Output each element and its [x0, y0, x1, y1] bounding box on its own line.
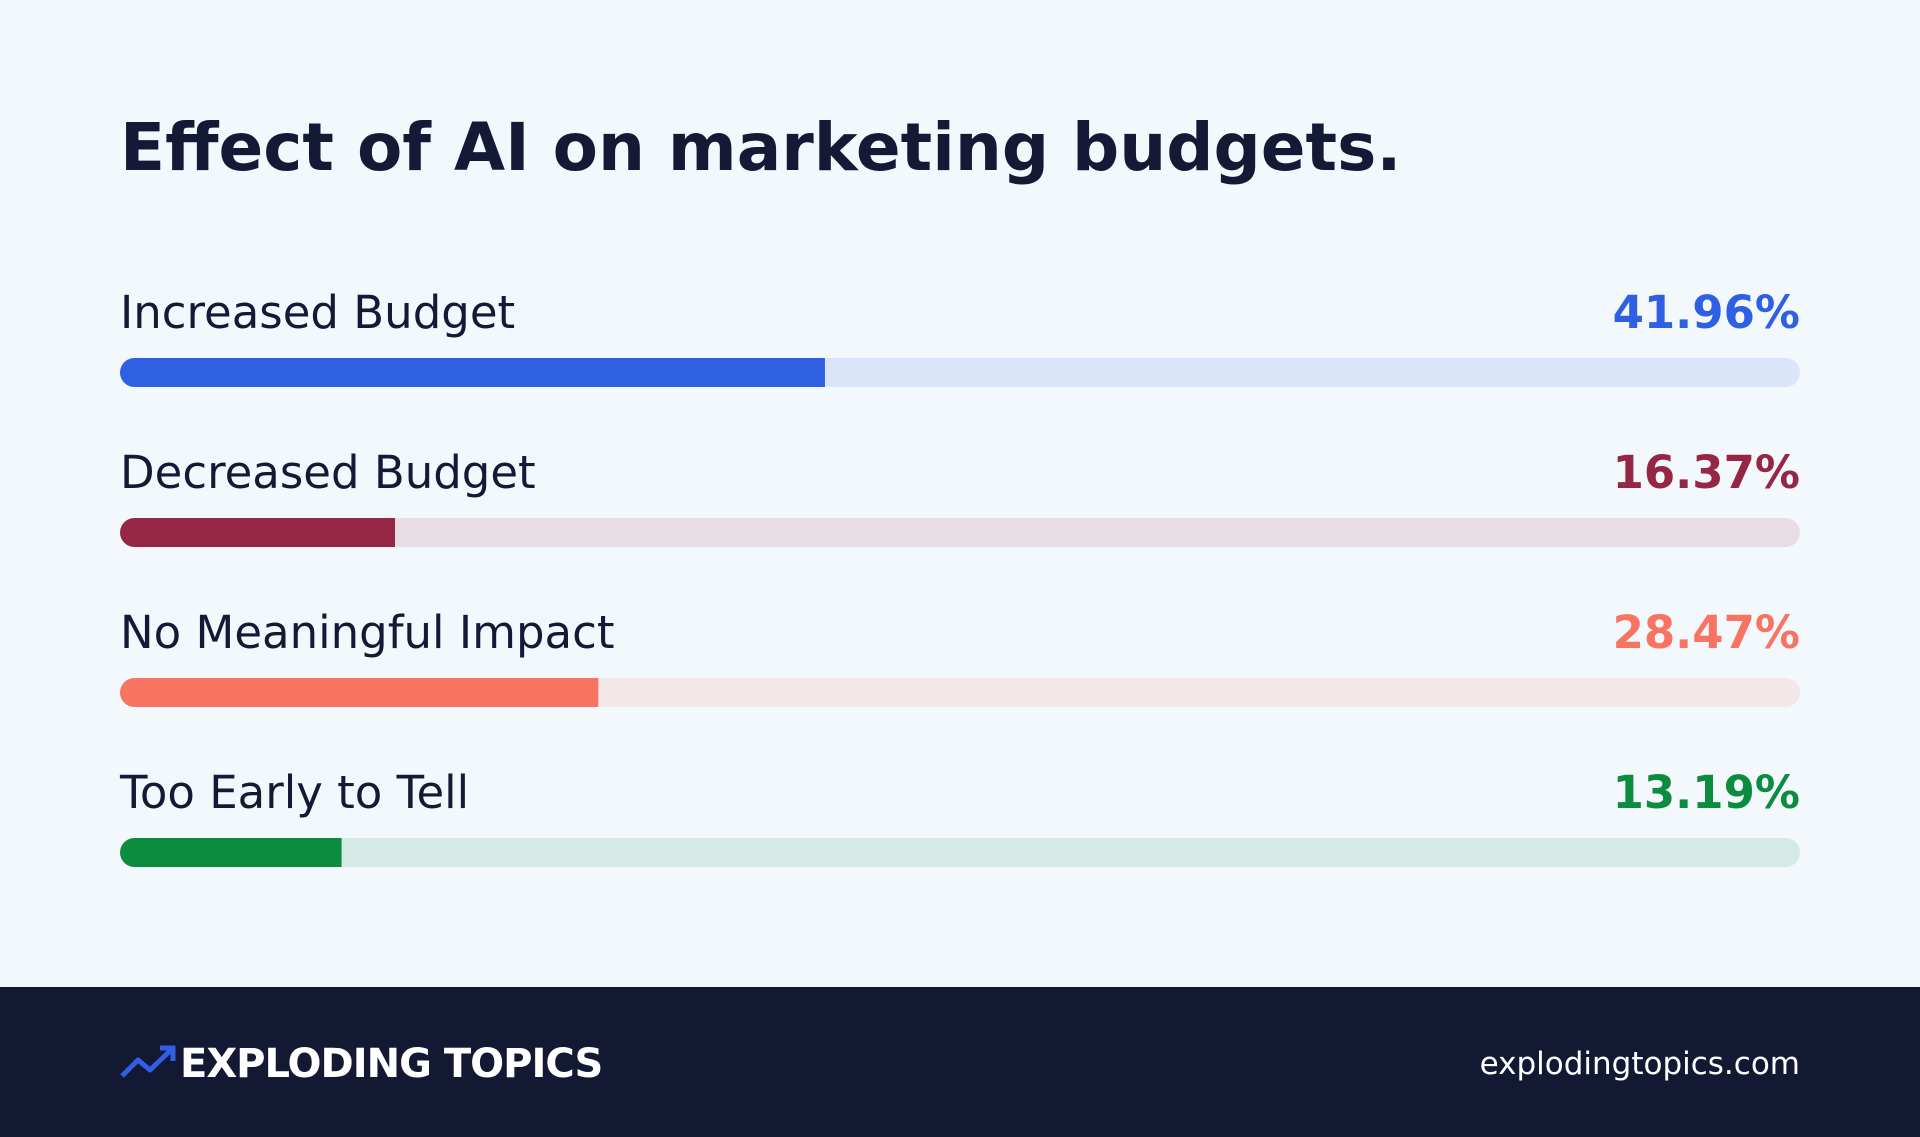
footer-url: explodingtopics.com — [1480, 1046, 1800, 1082]
logo-icon — [120, 1047, 174, 1078]
footer — [0, 987, 1920, 1137]
category-label: Increased Budget — [120, 286, 515, 339]
logo-icon-arrow — [160, 1045, 176, 1061]
chart-title: Effect of AI on marketing budgets. — [120, 109, 1401, 186]
bar-track — [120, 518, 1800, 547]
value-label: 28.47% — [1613, 606, 1800, 659]
bar — [120, 358, 825, 387]
brand: EXPLODING TOPICS — [180, 1041, 602, 1087]
bar — [120, 678, 599, 707]
category-label: No Meaningful Impact — [120, 606, 615, 659]
background — [0, 0, 1920, 987]
value-label: 13.19% — [1613, 766, 1800, 819]
category-label: Decreased Budget — [120, 446, 536, 499]
bar — [120, 518, 396, 547]
bar — [120, 838, 342, 867]
value-label: 16.37% — [1613, 446, 1800, 499]
value-label: 41.96% — [1613, 286, 1800, 339]
category-label: Too Early to Tell — [119, 766, 469, 819]
bar-rows: Increased Budget 41.96% Decreased Budget 16… — [119, 286, 1800, 867]
bar-track — [120, 838, 1800, 867]
